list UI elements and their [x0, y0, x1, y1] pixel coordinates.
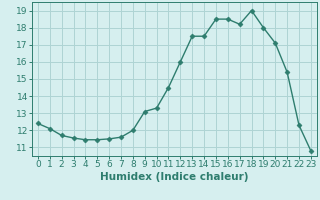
- X-axis label: Humidex (Indice chaleur): Humidex (Indice chaleur): [100, 172, 249, 182]
